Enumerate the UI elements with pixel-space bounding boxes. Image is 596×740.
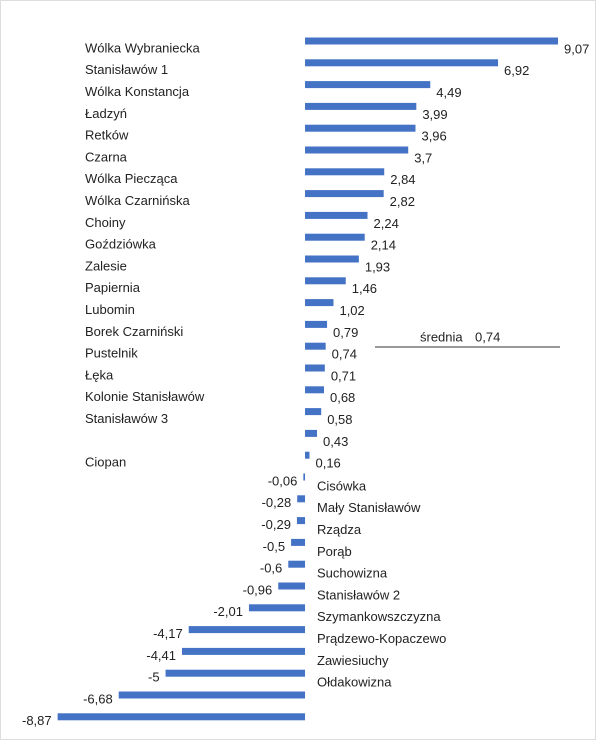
value-label: 2,82: [390, 194, 415, 209]
bar: [305, 451, 310, 459]
bar: [305, 429, 318, 437]
category-label: Stanisławów 3: [85, 411, 168, 426]
value-label: -0,28: [262, 495, 292, 510]
value-label: 2,24: [374, 216, 399, 231]
annotation-text: średnia: [420, 329, 463, 344]
bar: [305, 81, 431, 89]
value-label: 0,16: [315, 456, 340, 471]
category-label: Papiernia: [85, 280, 141, 295]
value-label: -0,6: [260, 561, 282, 576]
value-label: 1,93: [365, 259, 390, 274]
value-label: -0,06: [268, 473, 298, 488]
category-label: Borek Czarniński: [85, 324, 183, 339]
value-label: 6,92: [504, 63, 529, 78]
value-label: 9,07: [564, 41, 589, 56]
category-label: Ładzyń: [85, 106, 127, 121]
bar: [297, 495, 306, 503]
category-label: Ołdakowizna: [317, 675, 392, 690]
category-label: Cisówka: [317, 478, 367, 493]
value-label: 0,79: [333, 325, 358, 340]
value-label: 2,14: [371, 238, 396, 253]
category-label: Wólka Wybraniecka: [85, 40, 201, 55]
category-label: Szymankowszczyzna: [317, 609, 441, 624]
category-label: Pustelnik: [85, 346, 138, 361]
bar: [291, 538, 306, 546]
value-label: 1,46: [352, 281, 377, 296]
value-label: 3,7: [414, 150, 432, 165]
category-label: Łęka: [85, 367, 114, 382]
bar: [182, 647, 306, 655]
value-label: -5: [148, 670, 160, 685]
bar: [305, 102, 417, 110]
category-label: Wólka Konstancja: [85, 84, 190, 99]
bar: [165, 669, 306, 677]
value-label: 0,43: [323, 434, 348, 449]
bar: [303, 473, 306, 481]
bar: [305, 168, 385, 176]
category-label: Czarna: [85, 149, 128, 164]
category-label: Zalesie: [85, 258, 127, 273]
bar: [296, 517, 306, 525]
bar: [118, 691, 306, 699]
category-label: Suchowizna: [317, 566, 388, 581]
value-label: -6,68: [83, 691, 113, 706]
bar: [305, 37, 559, 45]
bar: [305, 342, 326, 350]
bar: [305, 364, 325, 372]
category-label: Stanisławów 2: [317, 587, 400, 602]
value-label: 4,49: [436, 85, 461, 100]
category-label: Choiny: [85, 215, 126, 230]
category-label: Porąb: [317, 544, 352, 559]
value-label: 3,99: [422, 107, 447, 122]
value-label: 0,68: [330, 390, 355, 405]
category-label: Stanisławów 1: [85, 62, 168, 77]
bar: [305, 299, 334, 307]
category-label: Mały Stanisławów: [317, 500, 421, 515]
bar: [305, 386, 324, 394]
category-label: Kolonie Stanisławów: [85, 389, 205, 404]
bar: [305, 277, 346, 285]
value-label: 0,58: [327, 412, 352, 427]
value-label: -2,01: [213, 604, 243, 619]
category-label: Lubomin: [85, 302, 135, 317]
value-label: 0,74: [332, 347, 357, 362]
value-label: 3,96: [421, 129, 446, 144]
category-label: Prądzewo-Kopaczewo: [317, 631, 446, 646]
bar: [305, 233, 365, 241]
bar: [305, 124, 416, 132]
bar: [278, 582, 306, 590]
value-label: -0,5: [263, 539, 285, 554]
bar: [288, 560, 306, 568]
value-label: -0,29: [261, 517, 291, 532]
category-label: Rządza: [317, 522, 362, 537]
value-label: 2,84: [390, 172, 415, 187]
category-label: Goździówka: [85, 237, 157, 252]
bar: [305, 408, 322, 416]
value-label: 1,02: [339, 303, 364, 318]
category-label: Wólka Piecząca: [85, 171, 178, 186]
value-label: -4,41: [146, 648, 176, 663]
category-label: Zawiesiuchy: [317, 653, 389, 668]
bar: [305, 190, 384, 198]
bar: [57, 713, 306, 721]
bar: [305, 320, 328, 328]
bar: [188, 626, 306, 634]
bar: [305, 59, 499, 67]
annotation-value: 0,74: [475, 329, 500, 344]
value-label: 0,71: [331, 368, 356, 383]
bar: [305, 211, 368, 219]
category-label: Wólka Czarnińska: [85, 193, 191, 208]
category-label: Retków: [85, 128, 129, 143]
value-label: -8,87: [22, 713, 52, 728]
bar: [305, 255, 359, 263]
value-label: -0,96: [243, 582, 273, 597]
bar: [248, 604, 306, 612]
bar: [305, 146, 409, 154]
value-label: -4,17: [153, 626, 183, 641]
category-label: Ciopan: [85, 455, 126, 470]
